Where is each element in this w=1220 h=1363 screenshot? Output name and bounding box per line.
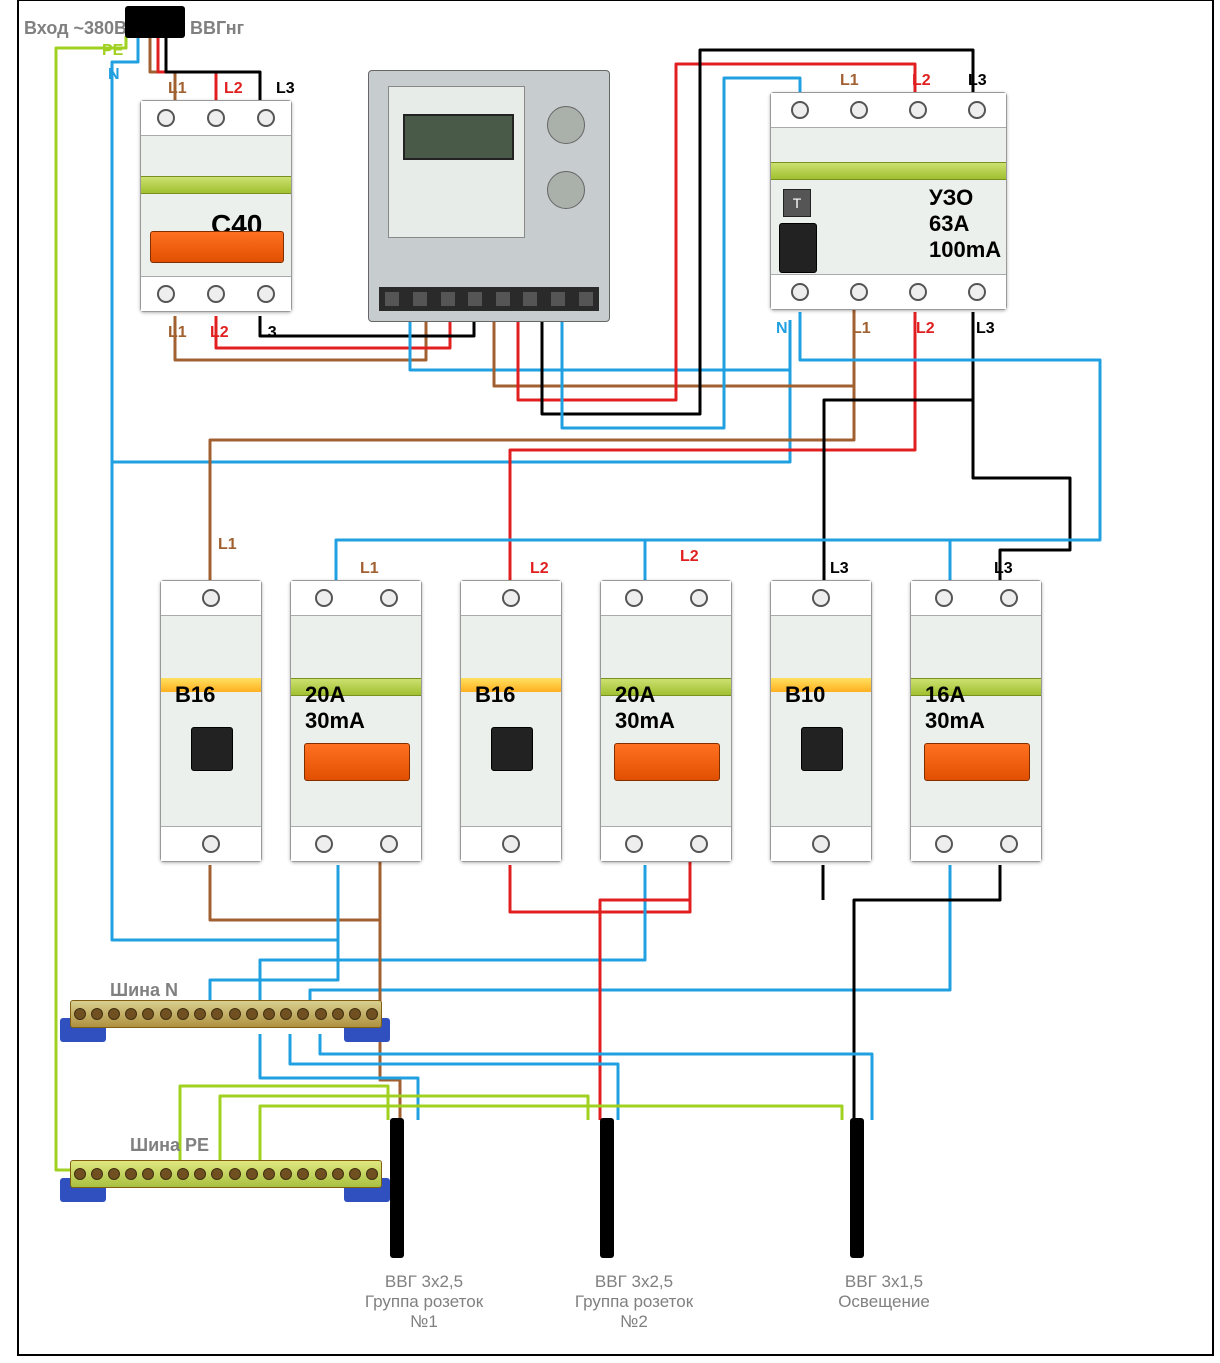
wire-L3 bbox=[854, 865, 1000, 1120]
rcd-device: 16A30mA bbox=[910, 580, 1042, 862]
label: L2 bbox=[912, 72, 931, 90]
mcb-device: B16 bbox=[460, 580, 562, 862]
rcd-toggle[interactable] bbox=[779, 223, 817, 273]
label: N bbox=[108, 66, 120, 84]
label: L1 bbox=[218, 536, 237, 554]
rating-label: B16 bbox=[475, 682, 515, 708]
rcd-device: 20A30mA bbox=[290, 580, 422, 862]
output-cable bbox=[600, 1118, 614, 1258]
label: L2 bbox=[210, 324, 229, 342]
label: N bbox=[776, 320, 788, 338]
output-label: ВВГ 3x2,5Группа розеток№2 bbox=[554, 1272, 714, 1332]
breaker-toggle[interactable] bbox=[304, 743, 410, 781]
rating-label: B10 bbox=[785, 682, 825, 708]
rating-label: 20A30mA bbox=[305, 682, 365, 734]
label: L1 bbox=[168, 80, 187, 98]
wire-L1 bbox=[380, 865, 400, 1120]
main-rcd: T УЗО63A100mA bbox=[770, 92, 1007, 310]
wire-N bbox=[336, 312, 1100, 580]
rating-label: 20A30mA bbox=[615, 682, 675, 734]
breaker-toggle[interactable] bbox=[614, 743, 720, 781]
rcd-rating: УЗО63A100mA bbox=[929, 185, 1001, 263]
output-label: ВВГ 3x2,5Группа розеток№1 bbox=[344, 1272, 504, 1332]
energy-meter bbox=[368, 70, 610, 322]
label: L2 bbox=[224, 80, 243, 98]
label: L1 bbox=[840, 72, 859, 90]
rating-label: 16A30mA bbox=[925, 682, 985, 734]
label: L3 bbox=[994, 560, 1013, 578]
wire-N bbox=[260, 865, 645, 1010]
label: L3 bbox=[968, 72, 987, 90]
busbar bbox=[70, 1160, 382, 1188]
label: L3 bbox=[976, 320, 995, 338]
input-cable bbox=[125, 6, 185, 38]
label: L1 bbox=[852, 320, 871, 338]
output-label: ВВГ 3x1,5Освещение bbox=[804, 1272, 964, 1312]
rcd-test-button[interactable]: T bbox=[783, 189, 811, 217]
label: Шина N bbox=[110, 980, 178, 1001]
main-toggle[interactable] bbox=[150, 231, 284, 263]
label: L1 bbox=[168, 324, 187, 342]
rating-label: B16 bbox=[175, 682, 215, 708]
wire-PE bbox=[180, 1086, 388, 1170]
label: PE bbox=[102, 42, 123, 60]
wire-N bbox=[210, 865, 338, 1010]
main-breaker: C40 bbox=[140, 100, 292, 312]
breaker-toggle[interactable] bbox=[924, 743, 1030, 781]
label: L2 bbox=[916, 320, 935, 338]
label: L1 bbox=[360, 560, 379, 578]
label: L2 bbox=[530, 560, 549, 578]
output-cable bbox=[390, 1118, 404, 1258]
breaker-toggle[interactable] bbox=[491, 727, 533, 771]
label: L2 bbox=[680, 548, 699, 566]
label: Шина PE bbox=[130, 1135, 209, 1156]
breaker-toggle[interactable] bbox=[191, 727, 233, 771]
label: ВВГнг bbox=[190, 18, 244, 39]
mcb-device: B16 bbox=[160, 580, 262, 862]
breaker-toggle[interactable] bbox=[801, 727, 843, 771]
label: L3 bbox=[258, 324, 277, 342]
label: L3 bbox=[276, 80, 295, 98]
busbar bbox=[70, 1000, 382, 1028]
mcb-device: B10 bbox=[770, 580, 872, 862]
label: L3 bbox=[830, 560, 849, 578]
output-cable bbox=[850, 1118, 864, 1258]
label: Вход ~380В bbox=[24, 18, 127, 39]
rcd-device: 20A30mA bbox=[600, 580, 732, 862]
